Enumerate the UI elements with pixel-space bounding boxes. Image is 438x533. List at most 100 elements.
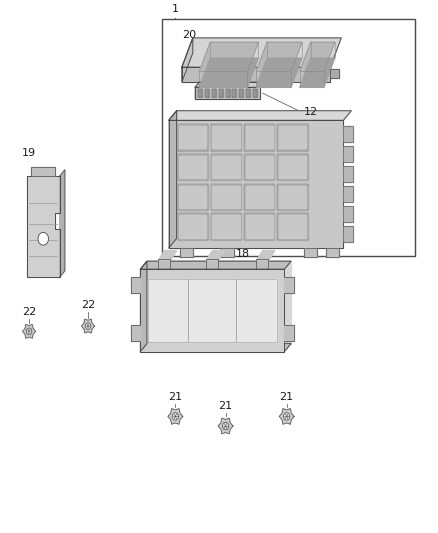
Polygon shape [326,248,339,257]
Polygon shape [330,69,339,78]
Text: 21: 21 [168,392,182,402]
Polygon shape [279,185,306,208]
Polygon shape [285,325,294,341]
Polygon shape [131,277,141,293]
Text: 12: 12 [304,107,318,117]
Polygon shape [169,111,351,120]
Polygon shape [239,89,243,98]
Polygon shape [246,89,250,98]
Polygon shape [279,126,306,149]
Polygon shape [256,42,302,71]
Polygon shape [244,124,275,151]
Text: 18: 18 [236,248,250,259]
Polygon shape [206,251,225,261]
Polygon shape [168,409,183,424]
Polygon shape [256,251,275,261]
Polygon shape [199,42,258,71]
Polygon shape [195,82,265,87]
Polygon shape [141,344,291,352]
Polygon shape [212,126,240,149]
Polygon shape [169,111,177,248]
Polygon shape [211,124,241,151]
Polygon shape [177,213,208,240]
Circle shape [26,328,32,335]
Polygon shape [31,166,55,176]
Polygon shape [141,269,285,352]
Polygon shape [212,156,240,178]
Polygon shape [279,215,306,238]
Polygon shape [195,87,261,99]
Polygon shape [179,156,206,178]
Polygon shape [81,319,95,333]
Polygon shape [141,261,147,352]
Polygon shape [211,154,241,180]
Polygon shape [205,89,209,98]
Polygon shape [246,156,273,178]
Polygon shape [179,126,206,149]
Polygon shape [253,89,257,98]
Polygon shape [277,124,307,151]
Polygon shape [244,154,275,180]
Polygon shape [147,261,291,344]
Circle shape [223,422,229,430]
Circle shape [38,232,49,245]
Polygon shape [343,166,353,182]
Polygon shape [198,89,202,98]
Polygon shape [169,120,343,248]
Text: 21: 21 [219,401,233,411]
Polygon shape [300,58,335,87]
Polygon shape [177,154,208,180]
Polygon shape [179,215,206,238]
Polygon shape [343,226,353,241]
Polygon shape [212,215,240,238]
Polygon shape [179,185,206,208]
Polygon shape [182,67,330,82]
Polygon shape [277,154,307,180]
Polygon shape [343,206,353,222]
Polygon shape [279,156,306,178]
Text: 19: 19 [22,148,36,158]
Polygon shape [244,213,275,240]
Polygon shape [304,248,317,257]
Polygon shape [22,325,35,338]
Polygon shape [148,279,277,342]
Polygon shape [212,89,216,98]
Polygon shape [212,185,240,208]
Circle shape [172,413,178,420]
Text: 20: 20 [182,30,196,41]
Polygon shape [279,409,294,424]
Polygon shape [244,183,275,210]
Polygon shape [233,89,237,98]
Polygon shape [27,176,60,277]
Polygon shape [211,183,241,210]
Polygon shape [182,38,193,82]
Bar [162,19,416,256]
Polygon shape [60,169,65,277]
Polygon shape [343,186,353,201]
Circle shape [85,322,91,329]
Polygon shape [195,82,199,99]
Circle shape [283,413,290,420]
Polygon shape [256,58,302,87]
Polygon shape [221,248,234,257]
Polygon shape [343,126,353,142]
Text: 21: 21 [279,392,294,402]
Polygon shape [226,89,230,98]
Polygon shape [246,185,273,208]
Text: 22: 22 [22,307,36,317]
Polygon shape [300,42,335,71]
Polygon shape [158,251,177,261]
Polygon shape [246,126,273,149]
Text: 22: 22 [81,300,95,310]
Polygon shape [180,248,193,257]
Polygon shape [219,89,223,98]
Polygon shape [285,277,294,293]
Polygon shape [246,215,273,238]
Polygon shape [141,261,291,269]
Polygon shape [277,183,307,210]
Polygon shape [211,213,241,240]
Polygon shape [177,183,208,210]
Text: 1: 1 [172,4,179,14]
Polygon shape [199,58,258,87]
Polygon shape [218,418,233,434]
